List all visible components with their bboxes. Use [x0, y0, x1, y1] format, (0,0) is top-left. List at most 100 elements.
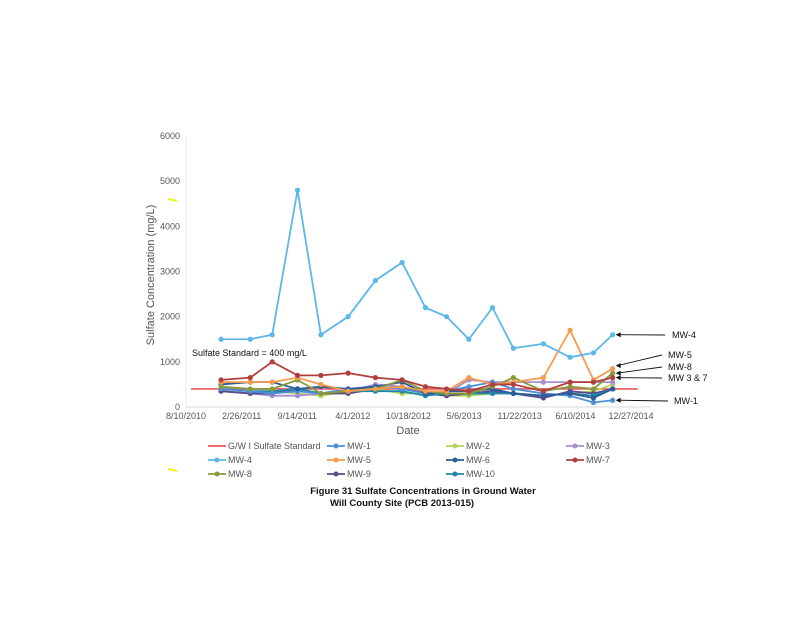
- legend-item[interactable]: MW-10: [446, 469, 495, 479]
- legend-label: MW-5: [347, 455, 371, 465]
- data-point: [510, 381, 516, 388]
- arrowhead-icon: [615, 370, 621, 376]
- data-point: [218, 384, 224, 390]
- legend-marker: [214, 471, 220, 477]
- data-point: [610, 366, 616, 372]
- y-tick-label: 2000: [160, 312, 180, 322]
- data-point: [444, 314, 450, 320]
- data-point: [345, 388, 351, 394]
- callout-label: MW-4: [672, 330, 696, 340]
- data-point: [247, 386, 253, 392]
- y-tick-label: 0: [175, 402, 180, 412]
- data-point: [610, 370, 616, 376]
- data-point: [466, 384, 472, 390]
- data-point: [510, 386, 516, 392]
- data-point: [610, 375, 616, 381]
- legend-item[interactable]: G/W I Sulfate Standard: [208, 441, 321, 451]
- data-point: [269, 390, 275, 397]
- standard-annotation: Sulfate Standard = 400 mg/L: [192, 348, 307, 358]
- y-tick-label: 6000: [160, 131, 180, 141]
- y-tick-label: 5000: [160, 176, 180, 186]
- legend-item[interactable]: MW-4: [208, 455, 252, 465]
- data-point: [345, 370, 351, 376]
- callout-arrow: [617, 366, 663, 374]
- data-point: [540, 388, 546, 394]
- legend-item[interactable]: MW-6: [446, 455, 490, 465]
- data-point: [466, 375, 472, 381]
- data-point: [510, 345, 516, 351]
- arrowhead-icon: [615, 363, 621, 369]
- data-point: [318, 381, 324, 388]
- series-mw-4: [218, 187, 616, 360]
- legend-item[interactable]: MW-3: [566, 441, 610, 451]
- data-point: [345, 314, 351, 320]
- data-point: [269, 379, 275, 385]
- data-point: [466, 336, 472, 342]
- legend-item[interactable]: MW-7: [566, 455, 610, 465]
- data-point: [318, 390, 324, 397]
- legend-label: MW-1: [347, 441, 371, 451]
- x-tick-label: 12/27/2014: [608, 411, 653, 421]
- callout-label: MW-1: [674, 396, 698, 406]
- data-point: [567, 384, 573, 390]
- x-tick-label: 2/26/2011: [222, 411, 261, 421]
- y-tick-label: 3000: [160, 267, 180, 277]
- data-point: [422, 305, 429, 311]
- data-point: [489, 381, 496, 388]
- data-point: [590, 379, 597, 385]
- data-point: [372, 386, 379, 392]
- data-point: [294, 386, 301, 392]
- legend-label: MW-2: [466, 441, 490, 451]
- data-point: [247, 336, 253, 342]
- data-point: [269, 386, 275, 392]
- stray-highlight-mark: [167, 198, 178, 202]
- legend-label: MW-4: [228, 455, 252, 465]
- data-point: [444, 386, 450, 392]
- legend-item[interactable]: MW-9: [327, 469, 371, 479]
- data-point: [540, 375, 546, 381]
- data-point: [247, 379, 253, 385]
- callout-arrow: [617, 354, 663, 367]
- legend-item[interactable]: MW-5: [327, 455, 371, 465]
- data-point: [247, 375, 253, 381]
- data-point: [540, 379, 546, 385]
- data-point: [489, 305, 496, 311]
- legend-label: MW-8: [228, 469, 252, 479]
- data-point: [590, 386, 597, 392]
- legend-item[interactable]: MW-8: [208, 469, 252, 479]
- data-point: [218, 377, 224, 383]
- legend-item[interactable]: MW-1: [327, 441, 371, 451]
- callout-label: MW-8: [668, 362, 692, 372]
- data-point: [590, 350, 597, 356]
- legend-label: MW-9: [347, 469, 371, 479]
- x-tick-label: 10/18/2012: [386, 411, 431, 421]
- stray-highlight-mark: [167, 468, 178, 472]
- x-tick-label: 9/14/2011: [278, 411, 317, 421]
- y-axis-label: Sulfate Concentration (mg/L): [145, 205, 157, 346]
- data-point: [567, 390, 573, 397]
- arrowhead-icon: [615, 397, 621, 403]
- x-axis-label: Date: [396, 425, 419, 437]
- data-point: [489, 390, 496, 397]
- callout-arrow: [617, 399, 669, 402]
- series-group: [191, 187, 638, 406]
- data-point: [540, 393, 546, 399]
- axes: 0 1000 2000 3000 4000 5000 6000 8/10/2010 2/26/2…: [160, 131, 654, 421]
- data-point: [567, 379, 573, 385]
- callout-label: MW 3 & 7: [668, 373, 708, 383]
- legend-marker: [214, 457, 220, 463]
- data-point: [399, 384, 405, 390]
- legend-label: MW-10: [466, 469, 495, 479]
- legend-item[interactable]: MW-2: [446, 441, 490, 451]
- x-tick-label: 5/6/2013: [447, 411, 482, 421]
- series-mw-7: [218, 359, 616, 394]
- data-point: [294, 372, 301, 378]
- data-point: [610, 397, 616, 403]
- data-point: [567, 327, 573, 333]
- data-point: [510, 390, 516, 397]
- callout-label: MW-5: [668, 350, 692, 360]
- x-tick-label: 6/10/2014: [555, 411, 595, 421]
- arrowhead-icon: [615, 332, 621, 338]
- caption-line-2: Will County Site (PCB 2013-015): [330, 498, 474, 509]
